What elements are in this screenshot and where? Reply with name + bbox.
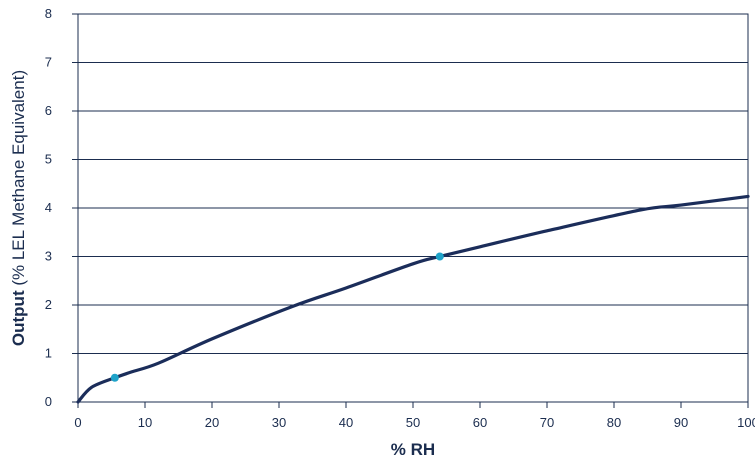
series-line-0 bbox=[76, 194, 750, 404]
x-tick-label: 40 bbox=[339, 415, 353, 430]
x-tick-label: 90 bbox=[674, 415, 688, 430]
x-axis-title: % RH bbox=[391, 440, 435, 459]
x-tick-label: 100 bbox=[737, 415, 755, 430]
series-group bbox=[76, 194, 750, 404]
y-tick-label: 3 bbox=[45, 249, 52, 264]
y-tick-label: 7 bbox=[45, 55, 52, 70]
markers-group bbox=[110, 252, 444, 382]
x-tick-label: 50 bbox=[406, 415, 420, 430]
x-tick-label: 60 bbox=[473, 415, 487, 430]
data-point-marker bbox=[435, 252, 444, 261]
y-tick-label: 2 bbox=[45, 297, 52, 312]
y-tick-label: 5 bbox=[45, 152, 52, 167]
y-axis-title-bold: Output bbox=[9, 290, 28, 346]
x-tick-label: 70 bbox=[540, 415, 554, 430]
y-tick-label: 8 bbox=[45, 6, 52, 21]
y-tick-label: 0 bbox=[45, 394, 52, 409]
x-tick-label: 0 bbox=[74, 415, 81, 430]
x-tick-label: 10 bbox=[138, 415, 152, 430]
y-axis-title-rest: (% LEL Methane Equivalent) bbox=[9, 70, 28, 291]
x-tick-label: 20 bbox=[205, 415, 219, 430]
x-tick-label: 30 bbox=[272, 415, 286, 430]
y-tick-label: 1 bbox=[45, 346, 52, 361]
x-axis: 0 10 20 30 40 50 60 70 80 90 100 bbox=[74, 402, 755, 430]
y-axis: 0 1 2 3 4 5 6 7 8 bbox=[45, 6, 78, 409]
data-point-marker bbox=[110, 373, 119, 382]
y-tick-label: 4 bbox=[45, 200, 52, 215]
y-tick-label: 6 bbox=[45, 103, 52, 118]
grid bbox=[78, 62, 748, 354]
y-axis-title: Output (% LEL Methane Equivalent) bbox=[9, 70, 28, 346]
x-tick-label: 80 bbox=[607, 415, 621, 430]
